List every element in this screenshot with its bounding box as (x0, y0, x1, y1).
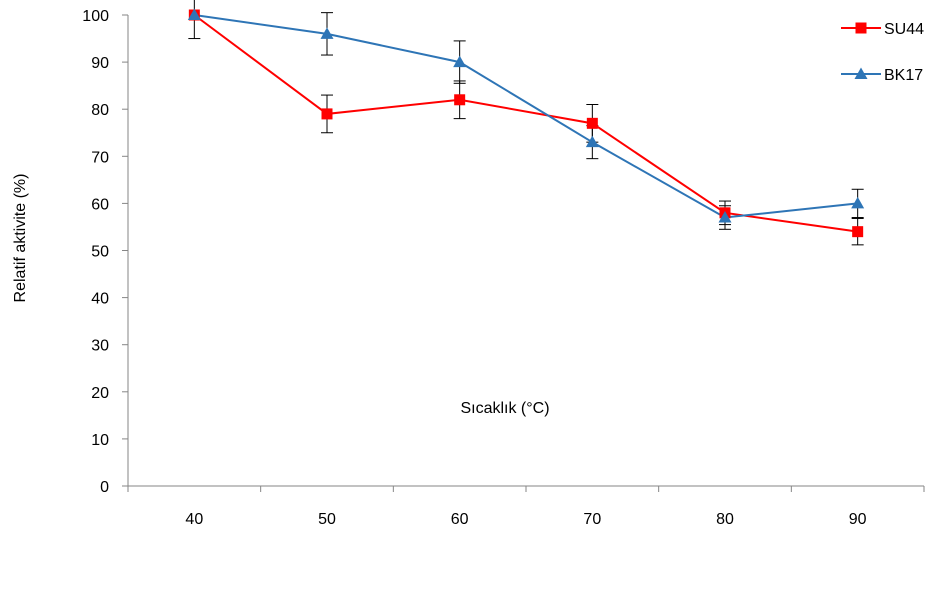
y-tick-label: 0 (100, 479, 109, 496)
y-tick-label: 80 (91, 102, 109, 119)
data-point-su44 (852, 226, 864, 238)
data-point-bk17 (187, 8, 201, 20)
legend-label-bk17: BK17 (884, 67, 923, 84)
data-point-bk17 (851, 196, 865, 209)
legend-label-su44: SU44 (884, 21, 924, 38)
series-line-su44 (193, 14, 858, 233)
y-tick-label: 90 (91, 55, 109, 72)
data-point-bk17 (453, 55, 467, 68)
y-tick-label: 30 (91, 338, 109, 355)
x-axis: 40 50 60 70 80 90 (127, 485, 925, 528)
y-tick-label: 70 (91, 149, 109, 166)
x-tick-label: 70 (583, 511, 601, 528)
y-tick-label: 60 (91, 196, 109, 213)
legend-marker-su44 (855, 22, 867, 34)
y-tick-label: 10 (91, 432, 109, 449)
legend-marker-bk17 (854, 67, 868, 79)
series-line-bk17 (194, 14, 858, 219)
series-lines (193, 14, 858, 233)
x-tick-label: 90 (849, 511, 867, 528)
error-bars (188, 0, 864, 246)
y-axis: 0 10 20 30 40 50 60 70 80 90 100 (82, 8, 129, 496)
series-markers (187, 8, 865, 238)
y-tick-label: 50 (91, 244, 109, 261)
x-tick-label: 40 (185, 511, 203, 528)
data-point-su44 (454, 94, 466, 106)
data-point-bk17 (585, 135, 599, 148)
x-axis-title: Sıcaklık (°C) (460, 400, 549, 417)
y-tick-label: 100 (82, 8, 109, 25)
y-tick-label: 40 (91, 291, 109, 308)
y-tick-label: 20 (91, 385, 109, 402)
x-tick-label: 80 (716, 511, 734, 528)
data-point-su44 (586, 117, 598, 129)
x-tick-label: 50 (318, 511, 336, 528)
data-point-su44 (321, 108, 333, 120)
data-point-bk17 (718, 211, 732, 223)
legend: SU44 BK17 (841, 21, 924, 84)
data-point-bk17 (320, 27, 334, 39)
x-tick-label: 60 (451, 511, 469, 528)
y-axis-title: Relatif aktivite (%) (12, 174, 29, 303)
